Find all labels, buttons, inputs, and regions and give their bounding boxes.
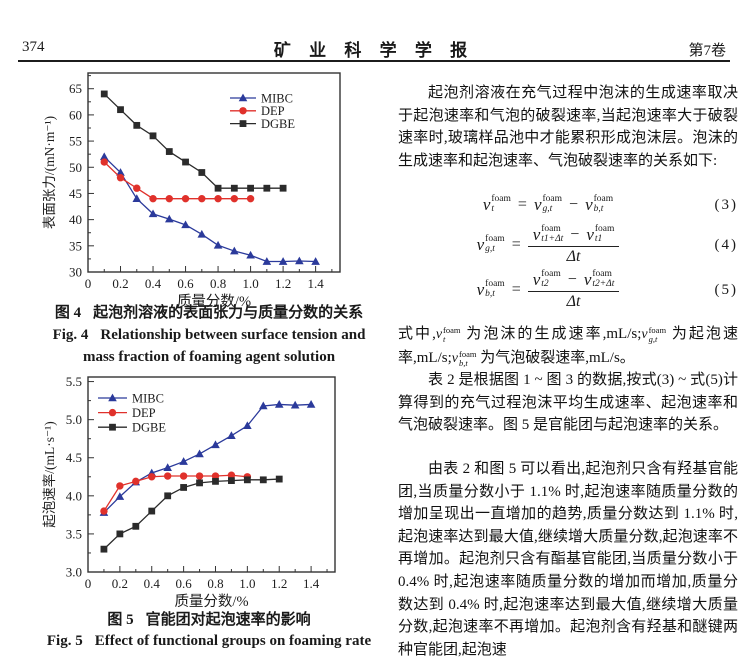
figure4-caption-en-line1: Fig. 4 Relationship between surface tensi… <box>38 327 380 344</box>
math-term: v foam t2+Δt <box>583 268 615 289</box>
math-term: v foam g,t <box>476 234 505 254</box>
math-operator: − <box>570 225 580 243</box>
y-tick-label: 5.0 <box>66 412 82 427</box>
legend-label: MIBC <box>261 91 293 105</box>
paragraph-table2-description: 表 2 是根据图 1 ~ 图 3 的数据,按式(3) ~ 式(5)计算得到的充气… <box>398 372 738 434</box>
fraction-denominator: Δt <box>566 292 581 310</box>
y-tick-label: 3.0 <box>66 565 82 580</box>
y-tick-label: 40 <box>69 212 82 227</box>
y-tick-label: 5.5 <box>66 374 82 389</box>
legend-label: DEP <box>261 104 285 118</box>
math-term: v foam t1+Δt <box>532 223 564 244</box>
x-tick-label: 1.4 <box>307 276 324 291</box>
math-term: v foam g,t <box>641 325 667 345</box>
math-term: v foam b,t <box>451 348 477 368</box>
x-tick-label: 0.8 <box>210 276 226 291</box>
figure5-caption-cn: 图 5 官能团对起泡速率的影响 <box>38 608 380 629</box>
figure5-caption-cn-text: 官能团对起泡速率的影响 <box>145 612 311 628</box>
x-tick-label: 1.2 <box>271 576 287 591</box>
x-tick-label: 1.0 <box>242 276 258 291</box>
math-operator: = <box>511 236 521 253</box>
x-tick-label: 0.2 <box>112 576 128 591</box>
y-tick-label: 4.5 <box>66 450 82 465</box>
paragraph-foam-rate-intro: 起泡剂溶液在充气过程中泡沫的生成速率取决于起泡速率和气泡的破裂速率,当起泡速率大… <box>398 85 738 169</box>
figure5-caption-en: Fig. 5 Effect of functional groups on foa… <box>38 633 380 650</box>
math-operator: = <box>517 196 527 213</box>
equation-body: v foam b,t = v foam t2− v foam t2+Δt Δt <box>398 268 698 311</box>
y-tick-label: 3.5 <box>66 526 82 541</box>
figure5-svg: 0 0.2 0.4 0.6 0.8 1.0 1.2 1.4 3.0 3.5 4.0 4.5 5.0 5.5… <box>41 374 336 610</box>
equation-number: (5) <box>714 281 738 298</box>
figure5-caption-cn-label: 图 5 <box>107 612 134 628</box>
figure5-caption-en-label: Fig. 5 <box>46 633 83 649</box>
legend-label: DGBE <box>261 117 295 131</box>
x-tick-label: 0.8 <box>207 576 223 591</box>
y-tick-label: 35 <box>69 238 82 253</box>
y-tick-label: 65 <box>69 81 82 96</box>
legend-label: MIBC <box>132 391 164 405</box>
x-tick-label: 0 <box>85 276 92 291</box>
x-tick-label: 0.6 <box>175 576 192 591</box>
figure5-caption-en-text: Effect of functional groups on foaming r… <box>94 633 372 649</box>
math-operator: = <box>511 281 521 298</box>
figure4-caption-en-label: Fig. 4 <box>52 327 89 343</box>
math-operator: − <box>569 196 579 213</box>
math-term: v foam g,t <box>533 194 563 214</box>
y-tick-label: 4.0 <box>66 488 82 503</box>
y-axis-label: 表面张力/(mN·m⁻¹) <box>42 116 57 229</box>
figure4-svg: 0 0.2 0.4 0.6 0.8 1.0 1.2 1.4 30 35 40 45 50 55 60 65 质量… <box>42 72 341 310</box>
equation-5: v foam b,t = v foam t2− v foam t2+Δt Δt (5) <box>398 267 738 313</box>
fraction: v foam t1+Δt − v foam t1 Δt <box>527 223 620 266</box>
y-tick-label: 55 <box>69 134 82 149</box>
math-term: v foam t <box>482 194 511 214</box>
y-tick-label: 30 <box>69 265 82 280</box>
figure4-caption-en-line2: mass fraction of foaming agent solution <box>38 349 380 366</box>
fraction: v foam t2− v foam t2+Δt Δt <box>527 268 620 311</box>
math-term: v foam t <box>435 325 461 345</box>
equation-number: (3) <box>714 196 738 213</box>
y-tick-label: 50 <box>69 160 82 175</box>
math-term: v foam t1 <box>586 223 615 244</box>
volume-label: 第7卷 <box>688 43 726 59</box>
header-rule <box>18 60 730 62</box>
figure4-caption-cn-label: 图 4 <box>54 305 82 321</box>
math-term: v foam b,t <box>585 194 614 214</box>
page-number: 374 <box>22 39 45 55</box>
math-term: v foam t2 <box>532 268 561 289</box>
paragraph-symbol-definitions: 式中, v foam t 为泡沫的生成速率,mL/s; v foam g,t 为起泡速率,m… <box>398 323 738 370</box>
legend-label: DEP <box>132 406 156 420</box>
x-axis-label: 质量分数/% <box>174 593 248 610</box>
legend-label: DGBE <box>132 421 166 435</box>
equation-body: v foam g,t = v foam t1+Δt − v foam t1 Δt <box>398 223 698 266</box>
figure4-caption-cn-text: 起泡剂溶液的表面张力与质量分数的关系 <box>93 305 364 321</box>
y-axis-label: 起泡速率/(mL·s⁻¹) <box>41 421 57 527</box>
y-tick-label: 45 <box>69 186 82 201</box>
equation-3: v foam t = v foam g,t − v foam b,t (3) <box>398 192 738 218</box>
x-axis-label: 质量分数/% <box>177 293 251 308</box>
x-tick-label: 0.2 <box>112 276 128 291</box>
equation-number: (4) <box>714 236 738 253</box>
figure4-caption-en-text2: mass fraction of foaming agent solution <box>82 349 336 365</box>
figure4-caption-cn: 图 4 起泡剂溶液的表面张力与质量分数的关系 <box>38 301 380 322</box>
text-column: 起泡剂溶液在充气过程中泡沫的生成速率取决于起泡速率和气泡的破裂速率,当起泡速率大… <box>398 0 738 661</box>
math-operator: − <box>567 270 577 288</box>
x-tick-label: 0.4 <box>145 276 162 291</box>
figure4-caption-en-text1: Relationship between surface tension and <box>100 327 366 343</box>
x-tick-label: 0.6 <box>177 276 194 291</box>
x-tick-label: 1.0 <box>239 576 255 591</box>
equation-body: v foam t = v foam g,t − v foam b,t <box>398 194 698 215</box>
journal-title: 矿 业 科 学 学 报 <box>273 41 475 60</box>
x-tick-label: 1.2 <box>275 276 291 291</box>
x-tick-label: 0 <box>85 576 92 591</box>
figure5-chart: 0 0.2 0.4 0.6 0.8 1.0 1.2 1.4 3.0 3.5 4.0 4.5 5.0 5.5… <box>40 366 375 612</box>
equation-4: v foam g,t = v foam t1+Δt − v foam t1 Δt (4) <box>398 222 738 268</box>
x-tick-label: 0.4 <box>144 576 161 591</box>
paragraph-functional-group-analysis: 由表 2 和图 5 可以看出,起泡剂只含有羟基官能团,当质量分数小于 1.1% … <box>398 461 738 658</box>
x-tick-label: 1.4 <box>303 576 320 591</box>
math-term: v foam b,t <box>476 279 505 299</box>
figure4-chart: 0 0.2 0.4 0.6 0.8 1.0 1.2 1.4 30 35 40 45 50 55 60 65 质量… <box>40 62 375 310</box>
fraction-denominator: Δt <box>566 247 581 265</box>
y-tick-label: 60 <box>69 107 82 122</box>
